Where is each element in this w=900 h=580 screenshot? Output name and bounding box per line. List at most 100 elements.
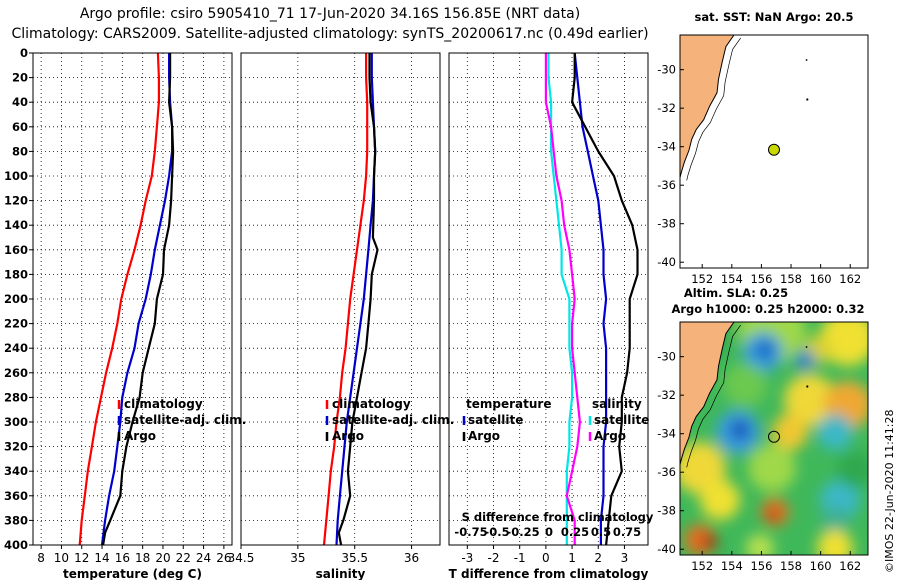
map-y-tick-label: -40	[657, 542, 676, 556]
map-content	[680, 35, 809, 181]
y-tick-label: 220	[4, 317, 28, 331]
x-tick-label: -1	[514, 551, 526, 565]
y-tick-label: 360	[4, 489, 28, 503]
sla-blob	[837, 452, 868, 488]
map-y-tick-label: -36	[657, 465, 676, 479]
y-tick-label: 240	[4, 341, 28, 355]
x-tick-label: 36	[404, 551, 419, 565]
map-y-tick-label: -30	[657, 63, 676, 77]
series-line-climatology	[322, 53, 369, 546]
sst_map-panel: 152 154 156 158 160 162 -30 -32 -34 -36 -38 -40 sat.…	[657, 10, 869, 286]
legend-heading: salinity	[592, 397, 642, 411]
map-x-tick-label: 160	[810, 272, 832, 286]
map-frame	[679, 34, 869, 269]
y-tick-label: 40	[12, 95, 28, 109]
y-tick-label: 20	[12, 71, 28, 85]
sla-blob	[817, 414, 853, 450]
y-tick-label: 200	[4, 292, 28, 306]
sla-blob	[767, 509, 779, 521]
map-y-tick-label: -38	[657, 504, 676, 518]
map-x-tick-label: 158	[780, 272, 802, 286]
title-line-1: Argo profile: csiro 5905410_71 17-Jun-20…	[79, 6, 581, 22]
map-y-tick-label: -36	[657, 178, 676, 192]
x-tick-label: 24	[196, 551, 211, 565]
y-tick-label: 340	[4, 464, 28, 478]
x-tick-label: 22	[176, 551, 191, 565]
y-tick-label: 320	[4, 440, 28, 454]
map-x-tick-label: 152	[691, 272, 713, 286]
x-tick-label: 20	[155, 551, 170, 565]
s-tick-label: 0.75	[613, 525, 641, 539]
sla-blob	[784, 374, 836, 426]
panel-frame	[32, 52, 233, 546]
s-tick-label: 0.25	[561, 525, 589, 539]
y-tick-label: 160	[4, 243, 28, 257]
legend-label: climatology	[332, 397, 411, 411]
legend-label: Argo	[468, 429, 500, 443]
legend-heading: temperature	[466, 397, 551, 411]
x-tick-label: 16	[115, 551, 130, 565]
y-tick-label: 380	[4, 513, 28, 527]
map-frame	[679, 321, 869, 556]
title-line-2: Climatology: CARS2009. Satellite-adjuste…	[11, 26, 649, 42]
x-tick-label: 8	[37, 551, 45, 565]
map-x-tick-label: 154	[721, 272, 743, 286]
map-x-tick-label: 158	[780, 559, 802, 573]
x-tick-label: 3	[621, 551, 629, 565]
y-tick-label: 400	[4, 538, 28, 552]
x-tick-label: 1	[568, 551, 576, 565]
map-x-tick-label: 162	[839, 272, 861, 286]
sla-blob	[817, 530, 853, 555]
series-line-t-argo	[570, 53, 639, 546]
sla-blob	[748, 444, 796, 492]
map-y-tick-label: -32	[657, 388, 676, 402]
map-y-tick-label: -38	[657, 217, 676, 231]
series-line-argo	[102, 53, 175, 546]
map-x-tick-label: 152	[691, 559, 713, 573]
difference-panel: -3 -2 -1 0 1 2 3 T difference from climatology t…	[448, 52, 654, 580]
sla-blob	[756, 341, 774, 359]
x-tick-label: 26	[216, 551, 231, 565]
y-tick-label: 60	[12, 120, 28, 134]
s-tick-label: 0.5	[591, 525, 611, 539]
coastline-land	[680, 35, 735, 179]
island-dot	[806, 385, 809, 388]
map-y-tick-label: -34	[657, 427, 676, 441]
map-y-tick-label: -32	[657, 101, 676, 115]
map-y-tick-label: -30	[657, 350, 676, 364]
x-tick-label: -2	[488, 551, 500, 565]
map-y-tick-label: -40	[657, 255, 676, 269]
x-tick-label: 18	[135, 551, 150, 565]
legend-label: satellite	[594, 413, 649, 427]
series-line-s-argo	[544, 53, 582, 545]
s-tick-label: -0.25	[506, 525, 539, 539]
sla-blob	[821, 506, 849, 534]
y-tick-label: 100	[4, 169, 28, 183]
y-tick-label: 300	[4, 415, 28, 429]
island-dot	[805, 346, 808, 348]
x-tick-label: 14	[94, 551, 109, 565]
map-title: Altim. SLA: 0.25	[684, 286, 788, 300]
shelf-contour	[686, 37, 741, 181]
legend-label: climatology	[124, 397, 203, 411]
s-axis-label: S difference from climatology	[462, 510, 654, 524]
temperature-panel: 8 10 12 14 16 18 20 22 24 26 temperature (deg C) 0 2…	[4, 46, 246, 580]
series-line-climatology	[78, 52, 160, 546]
map-x-tick-label: 154	[721, 559, 743, 573]
y-tick-label: 120	[4, 194, 28, 208]
sla-blob	[700, 480, 740, 520]
map-content	[680, 322, 868, 555]
legend-label: Argo	[124, 429, 156, 443]
y-tick-label: 180	[4, 267, 28, 281]
y-tick-label: 280	[4, 390, 28, 404]
series-line-t-satellite	[573, 52, 608, 545]
sla-blob	[723, 363, 767, 407]
x-tick-label: 12	[74, 551, 89, 565]
sla-blob	[746, 534, 774, 555]
map-title: Argo h1000: 0.25 h2000: 0.32	[671, 302, 864, 316]
y-tick-label: 0	[20, 46, 28, 60]
float-position-marker	[768, 143, 780, 156]
sla-blob	[703, 535, 717, 549]
island-dot	[805, 59, 808, 61]
